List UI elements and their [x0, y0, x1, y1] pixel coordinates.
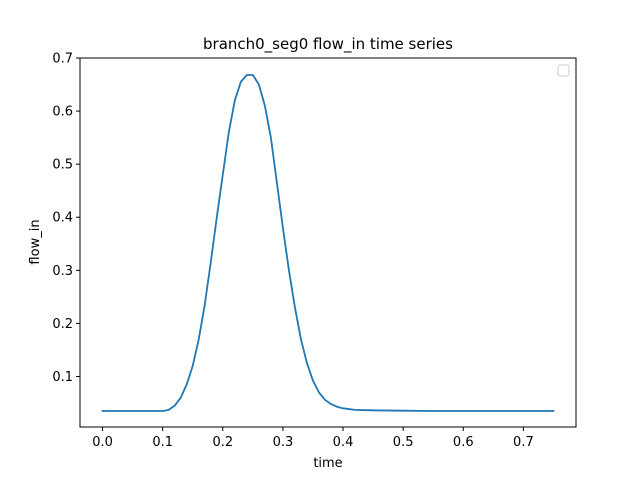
- y-tick-label: 0.5: [52, 158, 73, 173]
- y-tick-label: 0.4: [52, 211, 73, 226]
- x-tick-label: 0.0: [92, 435, 113, 450]
- chart-title: branch0_seg0 flow_in time series: [203, 35, 453, 54]
- x-axis-title: time: [313, 456, 342, 471]
- y-axis-title: flow_in: [28, 219, 43, 264]
- y-tick-label: 0.2: [52, 317, 73, 332]
- y-tick-label: 0.7: [52, 52, 73, 67]
- x-tick-label: 0.4: [333, 435, 354, 450]
- plot-frame: [79, 57, 577, 428]
- series-line-0: [101, 74, 555, 412]
- x-tick-label: 0.7: [513, 435, 534, 450]
- x-tick-label: 0.1: [152, 435, 173, 450]
- x-tick-label: 0.6: [453, 435, 474, 450]
- y-tick-label: 0.1: [52, 370, 73, 385]
- y-tick-label: 0.3: [52, 264, 73, 279]
- x-tick-label: 0.5: [393, 435, 414, 450]
- plot-area: [101, 74, 555, 412]
- y-axis: 0.1 0.2 0.3 0.4 0.5 0.6 0.7: [52, 52, 80, 385]
- y-tick-label: 0.6: [52, 105, 73, 120]
- legend: [557, 64, 570, 77]
- x-tick-label: 0.3: [273, 435, 294, 450]
- x-axis: 0.0 0.1 0.2 0.3 0.4 0.5 0.6 0.7: [92, 427, 534, 450]
- legend-box: [557, 64, 570, 77]
- x-tick-label: 0.2: [212, 435, 233, 450]
